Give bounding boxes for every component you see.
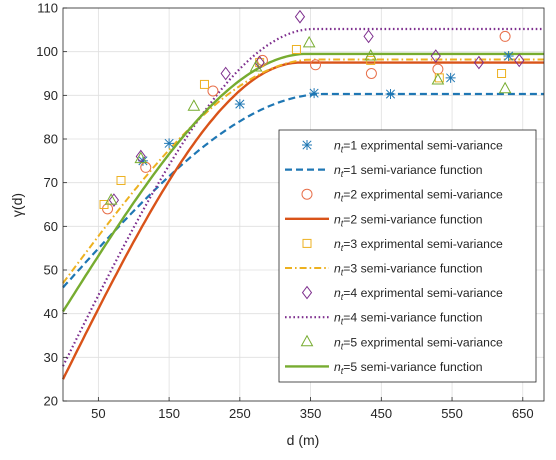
series-line-2 <box>62 92 544 289</box>
legend-entry-8: nt=4 semi-variance function <box>285 311 483 327</box>
x-tick-label: 50 <box>91 406 105 421</box>
data-point <box>364 48 378 61</box>
x-tick-label: 650 <box>512 406 534 421</box>
x-tick-label: 150 <box>158 406 180 421</box>
plot-frame <box>62 7 545 402</box>
series-line-10 <box>61 52 544 313</box>
legend-label: nt=4 semi-variance function <box>334 311 483 327</box>
legend-label: nt=5 semi-variance function <box>334 360 483 376</box>
legend-marker-sample <box>302 140 312 150</box>
legend: nt=1 exprimental semi-variance nt=1 semi-… <box>278 129 537 383</box>
x-tick-label: 450 <box>370 406 392 421</box>
legend-entry-7: nt=4 exprimental semi-variance <box>301 285 503 302</box>
data-point <box>473 55 485 70</box>
data-point <box>164 138 175 149</box>
legend-marker-sample <box>301 285 313 300</box>
data-point <box>108 193 120 207</box>
data-point <box>498 81 512 94</box>
asterisk-stroke <box>446 73 456 83</box>
data-point <box>503 51 514 62</box>
data-point <box>385 89 396 100</box>
data-point <box>294 9 306 24</box>
series-points-9 <box>104 35 512 205</box>
data-point <box>199 79 209 89</box>
legend-label: nt=3 exprimental semi-variance <box>334 237 503 253</box>
data-point <box>363 29 374 44</box>
data-point <box>309 88 320 99</box>
series-points-1 <box>137 51 514 166</box>
experimental-points <box>99 9 525 215</box>
series-line-4 <box>61 61 544 380</box>
legend-entry-9: nt=5 exprimental semi-variance <box>300 334 503 351</box>
y-tick-label: 70 <box>44 175 58 190</box>
legend-label: nt=4 exprimental semi-variance <box>334 286 503 302</box>
y-tick-label: 30 <box>44 350 58 365</box>
x-axis-label: d (m) <box>287 432 320 448</box>
y-tick-label: 80 <box>44 132 58 147</box>
data-point <box>310 59 322 71</box>
asterisk-stroke <box>309 88 319 98</box>
legend-entry-2: nt=1 semi-variance function <box>285 163 483 179</box>
x-tick-label: 550 <box>441 406 463 421</box>
legend-entry-10: nt=5 semi-variance function <box>285 360 483 376</box>
y-axis-label: γ(d) <box>9 193 25 217</box>
data-point <box>499 30 511 42</box>
data-point <box>116 175 126 185</box>
y-tick-label: 110 <box>37 1 58 16</box>
legend-entry-5: nt=3 exprimental semi-variance <box>302 237 503 253</box>
series-layer <box>61 9 544 380</box>
axis-ticks: 50 150 250 350 450 550 650 20 30 40 50 60 70 80 90 100 1… <box>36 1 533 422</box>
y-tick-label: 90 <box>44 88 58 103</box>
legend-label: nt=5 exprimental semi-variance <box>334 335 503 351</box>
legend-entry-6: nt=3 semi-variance function <box>285 262 483 278</box>
data-point <box>220 66 231 81</box>
y-tick-label: 40 <box>44 306 58 321</box>
data-point <box>302 35 316 48</box>
data-point <box>431 73 445 85</box>
asterisk-stroke <box>235 99 245 109</box>
legend-entry-4: nt=2 semi-variance function <box>285 212 483 228</box>
legend-label: nt=2 semi-variance function <box>334 212 483 228</box>
legend-box <box>278 129 537 383</box>
data-point <box>430 49 441 63</box>
data-point <box>104 193 118 205</box>
asterisk-stroke <box>302 140 312 150</box>
asterisk-stroke <box>385 89 396 99</box>
asterisk-stroke <box>164 138 174 148</box>
legend-entry-1: nt=1 exprimental semi-variance <box>302 139 503 155</box>
data-point <box>187 99 201 111</box>
x-tick-label: 350 <box>300 406 322 421</box>
asterisk-stroke <box>138 156 148 166</box>
legend-label: nt=1 exprimental semi-variance <box>334 139 503 155</box>
data-point <box>365 68 377 79</box>
y-tick-label: 60 <box>44 219 58 234</box>
legend-marker-sample <box>300 334 314 347</box>
x-tick-label: 250 <box>229 406 251 421</box>
legend-label: nt=1 semi-variance function <box>334 163 483 179</box>
data-point <box>497 69 507 78</box>
legend-entry-3: nt=2 exprimental semi-variance <box>301 188 503 204</box>
data-point <box>234 99 245 110</box>
data-point <box>445 72 456 83</box>
legend-marker-sample <box>301 188 313 200</box>
data-point <box>207 85 219 97</box>
data-point <box>134 151 148 164</box>
legend-label: nt=2 exprimental semi-variance <box>334 188 503 204</box>
data-point <box>249 59 263 72</box>
data-point <box>291 44 301 54</box>
data-point <box>514 53 525 68</box>
y-tick-label: 100 <box>36 44 58 59</box>
legend-marker-sample <box>302 238 312 248</box>
model-curves <box>61 27 544 380</box>
y-tick-label: 50 <box>44 263 58 278</box>
asterisk-stroke <box>504 51 514 61</box>
data-point <box>254 55 265 70</box>
y-tick-label: 20 <box>44 394 58 409</box>
legend-label: nt=3 semi-variance function <box>334 262 483 278</box>
